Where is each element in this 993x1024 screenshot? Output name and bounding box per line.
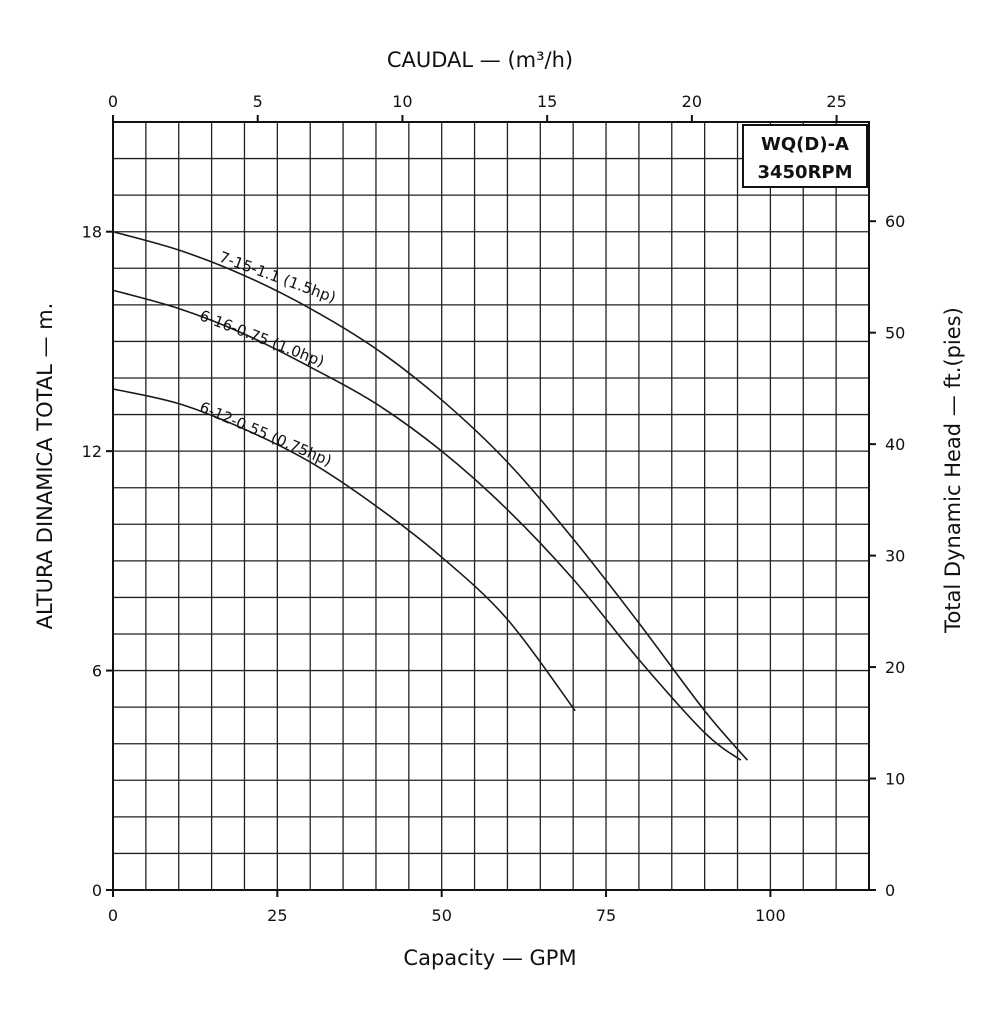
y-right-tick-label: 30 [885, 547, 905, 566]
x-top-tick-label: 20 [682, 92, 702, 111]
y-left-tick-label: 18 [82, 223, 102, 242]
x-top-tick-label: 0 [108, 92, 118, 111]
curve-line [112, 289, 742, 761]
model-badge-line-1: WQ(D)-A [761, 134, 849, 155]
x-top-tick-label: 25 [826, 92, 846, 111]
top-axis-title: CAUDAL — (m³/h) [387, 48, 573, 72]
curve-label: 6-12-0.55 (0.75hp) [197, 398, 335, 470]
x-bottom-tick-label: 75 [596, 906, 616, 925]
y-right-tick-label: 50 [885, 324, 905, 343]
y-left-tick-label: 12 [82, 442, 102, 461]
y-right-tick-label: 0 [885, 881, 895, 900]
curve-line [112, 230, 748, 761]
x-top-tick-label: 10 [392, 92, 412, 111]
right-axis-title: Total Dynamic Head — ft.(pies) [941, 307, 965, 634]
bottom-axis-title: Capacity — GPM [403, 946, 576, 970]
y-right-tick-label: 20 [885, 658, 905, 677]
curve-label: 6-16-0.75 (1.0hp) [197, 306, 327, 370]
axes: 0 25 50 75 100 0 5 10 15 20 25 0 6 12 18 0 10 20 30 40 50 60 [82, 92, 906, 925]
plot-frame [112, 121, 870, 891]
model-badge-box [742, 124, 868, 188]
x-top-tick-label: 5 [253, 92, 263, 111]
y-right-tick-label: 10 [885, 770, 905, 789]
curves: 7-15-1.1 (1.5hp)6-16-0.75 (1.0hp)6-12-0.… [112, 230, 748, 761]
model-badge: WQ(D)-A 3450RPM [742, 124, 868, 188]
x-bottom-tick-label: 100 [755, 906, 786, 925]
x-bottom-tick-label: 50 [432, 906, 452, 925]
y-right-tick-label: 40 [885, 435, 905, 454]
curve-line [112, 388, 576, 712]
x-bottom-tick-label: 0 [108, 906, 118, 925]
model-badge-line-2: 3450RPM [757, 162, 852, 183]
y-left-tick-label: 6 [92, 662, 102, 681]
y-left-tick-label: 0 [92, 881, 102, 900]
x-bottom-tick-label: 25 [267, 906, 287, 925]
left-axis-title: ALTURA DINAMICA TOTAL — m. [33, 303, 57, 630]
y-right-tick-label: 60 [885, 212, 905, 231]
grid [113, 122, 869, 890]
x-top-tick-label: 15 [537, 92, 557, 111]
